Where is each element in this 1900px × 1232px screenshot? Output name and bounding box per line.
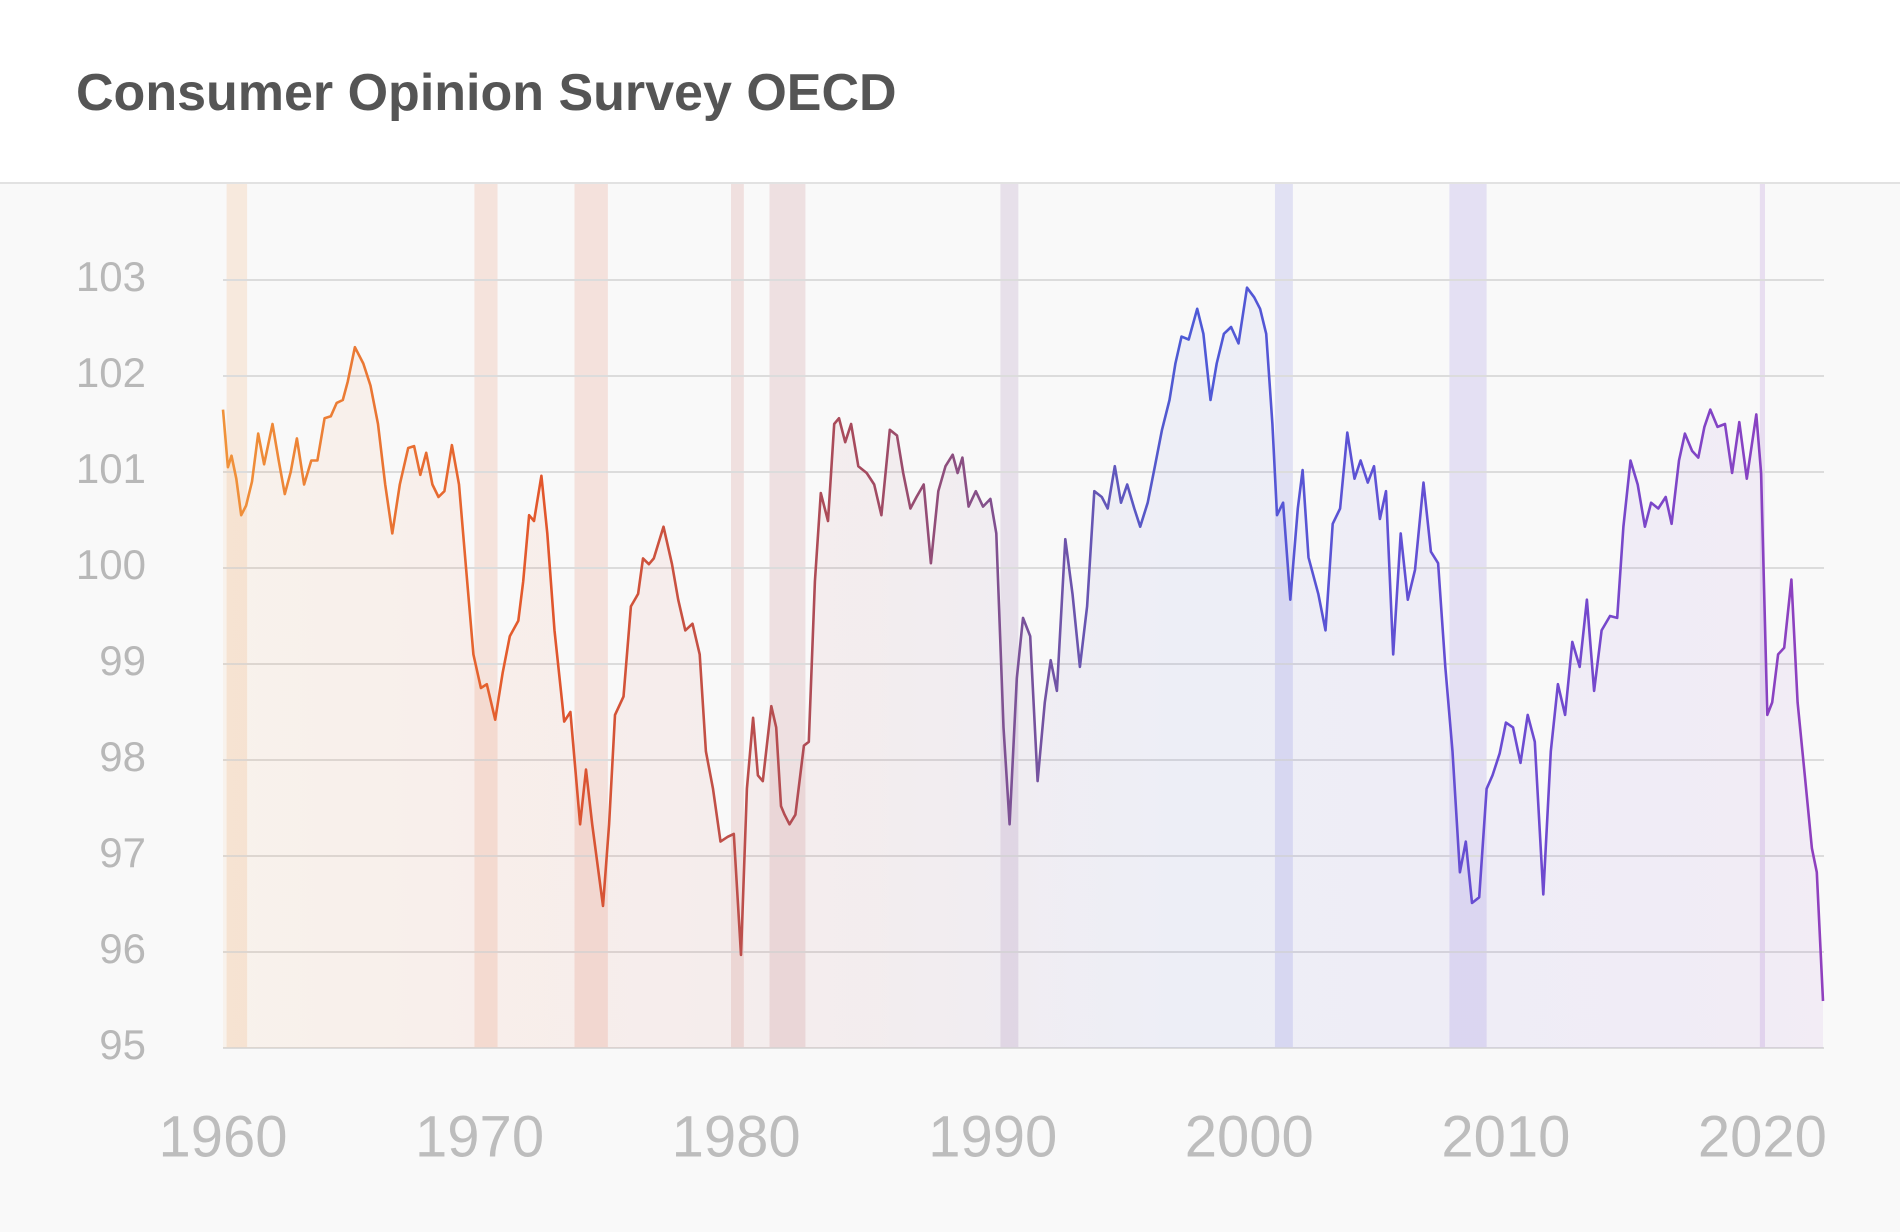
y-tick-label: 97 [99,829,146,876]
x-tick-label: 2010 [1441,1104,1570,1169]
area [223,287,1823,1048]
header-bg [0,0,1900,183]
y-tick-label: 100 [76,541,146,588]
y-tick-label: 103 [76,253,146,300]
shaded-range [731,184,744,1048]
y-tick-label: 101 [76,445,146,492]
line [221,286,1825,1002]
y-tick-label: 98 [99,733,146,780]
y-tick-label: 99 [99,637,146,684]
x-tick-label: 1980 [672,1104,801,1169]
y-tick-label: 96 [99,925,146,972]
y-tick-label: 95 [99,1021,146,1068]
chart-title: Consumer Opinion Survey OECD [76,64,897,122]
x-tick-label: 1990 [928,1104,1057,1169]
x-tick-label: 1970 [415,1104,544,1169]
x-tick-label: 2020 [1698,1104,1827,1169]
x-tick-label: 2000 [1185,1104,1314,1169]
x-tick-label: 1960 [158,1104,287,1169]
y-tick-label: 102 [76,349,146,396]
